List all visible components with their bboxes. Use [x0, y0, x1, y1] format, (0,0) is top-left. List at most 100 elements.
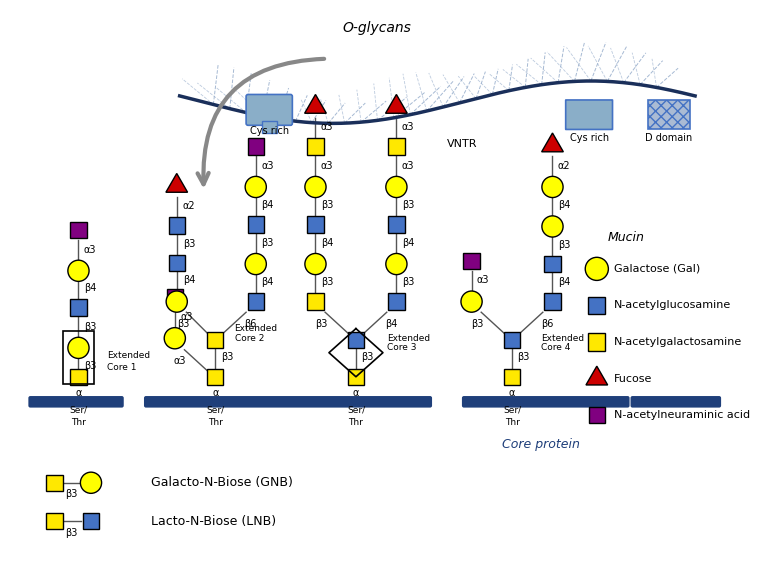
Circle shape [80, 472, 102, 493]
Circle shape [305, 177, 326, 198]
Circle shape [542, 216, 563, 237]
Text: Extended: Extended [235, 324, 277, 333]
Text: β3: β3 [402, 201, 414, 210]
Bar [388, 216, 405, 233]
FancyBboxPatch shape [144, 396, 432, 408]
Text: Cys rich: Cys rich [570, 133, 608, 143]
Bar [307, 293, 324, 310]
Circle shape [68, 260, 89, 282]
Text: β4: β4 [385, 319, 397, 329]
Circle shape [386, 177, 407, 198]
FancyBboxPatch shape [462, 396, 629, 408]
Text: β3: β3 [321, 278, 333, 287]
Text: Ser/: Ser/ [69, 406, 88, 415]
Text: Extended: Extended [107, 351, 151, 360]
Bar [503, 368, 521, 385]
FancyArrowPatch shape [197, 59, 324, 184]
Text: N-acetylgalactosamine: N-acetylgalactosamine [614, 337, 742, 347]
Circle shape [542, 177, 563, 198]
Text: β3: β3 [361, 353, 374, 363]
Text: β3: β3 [558, 240, 570, 250]
Text: Thr: Thr [349, 417, 364, 427]
Text: β3: β3 [315, 319, 327, 329]
Text: Thr: Thr [504, 417, 520, 427]
Bar [207, 368, 224, 385]
Bar [388, 293, 405, 310]
Circle shape [68, 337, 89, 359]
Text: Lacto-N-Biose (LNB): Lacto-N-Biose (LNB) [151, 515, 276, 528]
FancyBboxPatch shape [566, 100, 612, 129]
Bar [348, 332, 364, 349]
Text: α3: α3 [261, 161, 274, 171]
Bar [348, 368, 364, 385]
Bar [588, 297, 605, 314]
Text: β3: β3 [177, 319, 190, 329]
Text: Galactose (Gal): Galactose (Gal) [614, 264, 700, 274]
Text: Thr: Thr [71, 417, 86, 427]
Text: α3: α3 [174, 356, 186, 366]
Text: β4: β4 [261, 201, 274, 210]
Bar [46, 475, 63, 491]
Bar [70, 299, 87, 315]
Text: VNTR: VNTR [447, 139, 477, 149]
Circle shape [386, 254, 407, 275]
Bar [46, 513, 63, 529]
Text: α: α [75, 388, 82, 398]
Text: β4: β4 [84, 283, 96, 293]
Circle shape [246, 254, 267, 275]
Circle shape [166, 291, 187, 312]
Text: α: α [509, 388, 515, 398]
Bar [307, 138, 324, 154]
Text: β3: β3 [402, 278, 414, 287]
Text: α: α [353, 388, 359, 398]
Text: β4: β4 [402, 238, 414, 248]
Text: β3: β3 [321, 201, 333, 210]
Bar [207, 332, 224, 349]
FancyBboxPatch shape [29, 396, 124, 408]
Text: β3: β3 [84, 322, 96, 332]
Text: β3: β3 [65, 489, 78, 499]
Text: Extended: Extended [541, 333, 584, 343]
Text: Ser/: Ser/ [503, 406, 521, 415]
Text: β3: β3 [221, 353, 233, 363]
Bar [545, 293, 561, 310]
Bar [63, 332, 94, 384]
Text: α3: α3 [402, 161, 414, 171]
Text: α3: α3 [84, 245, 96, 255]
Text: Core 1: Core 1 [107, 363, 137, 371]
Bar [545, 256, 561, 272]
Bar [70, 368, 87, 385]
Text: β3: β3 [517, 353, 530, 363]
Text: D domain: D domain [646, 133, 692, 143]
Text: β4: β4 [558, 278, 570, 287]
Text: β4: β4 [261, 278, 274, 287]
Bar [588, 333, 605, 351]
Circle shape [164, 328, 186, 349]
Text: α3: α3 [321, 122, 333, 132]
Text: β3: β3 [261, 238, 274, 248]
Text: α3: α3 [477, 275, 490, 286]
Text: β6: β6 [541, 319, 553, 329]
Text: α2: α2 [183, 201, 196, 211]
Text: Core 2: Core 2 [235, 333, 264, 343]
Bar [248, 293, 264, 310]
Text: Thr: Thr [207, 417, 223, 427]
Text: α3: α3 [180, 312, 193, 322]
FancyBboxPatch shape [630, 396, 721, 408]
Circle shape [461, 291, 483, 312]
Circle shape [246, 177, 267, 198]
Text: Core protein: Core protein [502, 438, 580, 451]
Text: N-acetylneuraminic acid: N-acetylneuraminic acid [614, 410, 751, 420]
Text: β3: β3 [183, 239, 196, 249]
Text: β3: β3 [471, 319, 483, 329]
Bar [262, 121, 277, 133]
Bar [307, 216, 324, 233]
Text: Galacto-N-Biose (GNB): Galacto-N-Biose (GNB) [151, 476, 293, 489]
FancyBboxPatch shape [246, 94, 292, 125]
Text: β4: β4 [321, 238, 333, 248]
Text: α: α [212, 388, 218, 398]
Text: β3: β3 [84, 361, 96, 371]
Text: α3: α3 [321, 161, 333, 171]
Bar [169, 255, 185, 271]
Text: β4: β4 [183, 275, 196, 286]
